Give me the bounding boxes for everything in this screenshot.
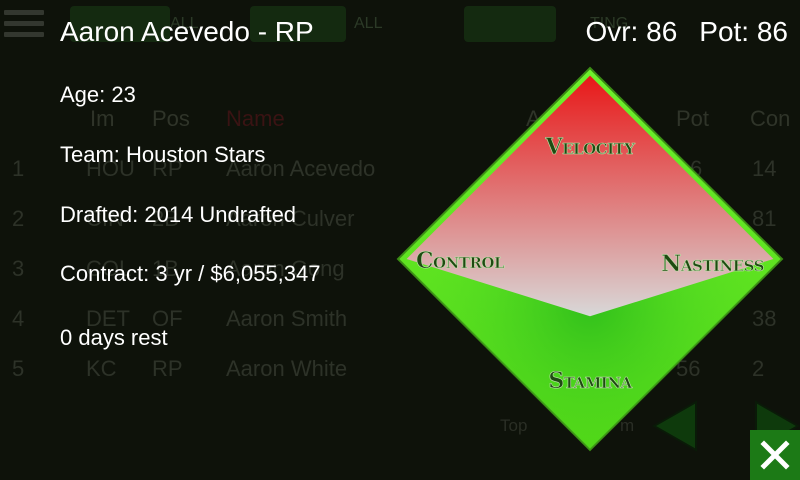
player-ratings: Ovr: 86 Pot: 86 — [585, 16, 788, 48]
bg-row-number: 1 — [12, 156, 25, 181]
prev-page-icon[interactable] — [652, 400, 698, 452]
close-icon[interactable] — [750, 430, 800, 480]
bg-row-pos: 2B — [152, 206, 179, 231]
bg-row-team: HOU — [86, 156, 135, 181]
bg-filter-label-3: TING — [590, 15, 629, 32]
player-contract: Contract: 3 yr / $6,055,347 — [60, 261, 321, 286]
bg-row-pos: 1B — [152, 256, 179, 281]
axis-label-control: Control — [416, 248, 505, 274]
axis-label-nastiness: Nastiness — [661, 251, 764, 277]
bg-header-con[interactable]: Con — [750, 106, 791, 131]
bg-row-team: DET — [86, 306, 130, 331]
bg-filter-button-3[interactable]: TING — [464, 6, 628, 42]
bg-row-team: KC — [86, 356, 117, 381]
bg-row-pos: OF — [152, 306, 183, 331]
bg-row-number: 3 — [12, 256, 25, 281]
bg-row-number: 5 — [12, 356, 25, 381]
close-button[interactable] — [750, 430, 800, 480]
bg-row-name: Aaron Gong — [226, 256, 345, 281]
bg-filter-button-2[interactable]: ALL — [250, 6, 382, 42]
bg-table-row[interactable]: 1 HOU RP Aaron Acevedo 6 14 — [0, 156, 800, 196]
pitching-ratings-diamond: Velocity Nastiness Stamina Control — [396, 66, 784, 452]
bg-filter-label-2: ALL — [354, 15, 383, 32]
bg-row-team: COL — [86, 256, 132, 281]
bg-row-pos: RP — [152, 156, 183, 181]
bg-row-con: 2 — [752, 356, 765, 381]
bg-row-name: Aaron White — [226, 356, 348, 381]
bg-row-number: 2 — [12, 206, 25, 231]
player-drafted: Drafted: 2014 Undrafted — [60, 202, 297, 227]
rating-area — [406, 75, 774, 317]
menu-icon[interactable] — [4, 6, 44, 42]
player-team: Team: Houston Stars — [60, 142, 266, 167]
bg-header-name[interactable]: Name — [226, 106, 285, 131]
axis-label-velocity: Velocity — [545, 134, 636, 160]
pitching-ratings-chart: Velocity Nastiness Stamina Control — [396, 66, 784, 452]
bg-row-pos: RP — [152, 356, 183, 381]
bg-row-con: 81 — [752, 206, 777, 231]
bg-row-name: Aaron Acevedo — [226, 156, 376, 181]
bg-header-pot[interactable]: Pot — [676, 106, 710, 131]
bg-row-team: CIN — [86, 206, 124, 231]
player-rest: 0 days rest — [60, 325, 168, 350]
bg-row-name: Aaron Culver — [226, 206, 355, 231]
bg-row-con: 14 — [752, 156, 777, 181]
bg-row-con: 38 — [752, 306, 777, 331]
bg-m-label: m — [620, 416, 635, 435]
bg-filter-label-1: ALL — [170, 15, 199, 32]
bg-bottom-tabs — [0, 468, 800, 480]
bg-top-label[interactable]: Top — [500, 416, 528, 435]
player-age: Age: 23 — [60, 82, 136, 107]
bg-filter-button-1[interactable]: ALL — [70, 6, 198, 42]
bg-header-pos[interactable]: Pos — [152, 106, 190, 131]
overall-rating: Ovr: 86 — [585, 16, 678, 47]
axis-label-stamina: Stamina — [548, 368, 632, 394]
bg-row-number: 4 — [12, 306, 25, 331]
bg-table-row[interactable]: 5 KC RP Aaron White 56 2 — [0, 356, 800, 396]
bg-row-name: Aaron Smith — [226, 306, 348, 331]
player-title: Aaron Acevedo - RP — [60, 16, 314, 47]
bg-table-row[interactable]: 3 COL 1B Aaron Gong — [0, 256, 800, 296]
bg-table-row[interactable]: 2 CIN 2B Aaron Culver 81 — [0, 206, 800, 246]
bg-table-row[interactable]: 4 DET OF Aaron Smith 38 — [0, 306, 800, 346]
bg-header-image[interactable]: Im — [90, 106, 115, 131]
potential-rating: Pot: 86 — [699, 16, 788, 47]
